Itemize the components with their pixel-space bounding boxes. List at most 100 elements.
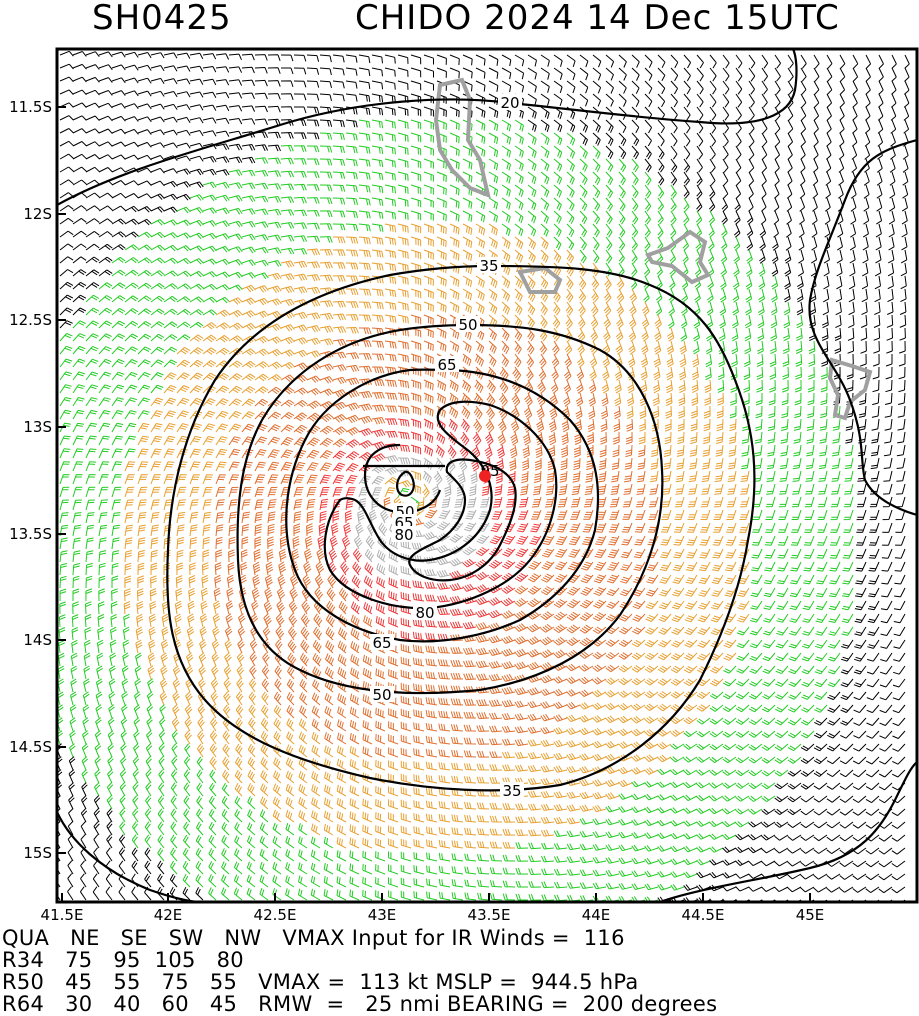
wind-barb bbox=[709, 132, 717, 147]
wind-barb bbox=[319, 236, 333, 243]
wind-barb bbox=[488, 275, 498, 289]
wind-barb bbox=[826, 93, 833, 108]
wind-barb bbox=[228, 66, 243, 73]
wind-barb bbox=[462, 236, 473, 248]
wind-barb bbox=[228, 156, 243, 164]
wind-barb bbox=[605, 132, 614, 146]
wind-barb bbox=[449, 249, 460, 261]
wind-barb bbox=[683, 80, 691, 95]
wind-barb bbox=[838, 145, 845, 160]
wind-barb bbox=[267, 221, 282, 229]
contour-label-65-top: 65 bbox=[437, 356, 456, 374]
wind-barb bbox=[72, 51, 87, 57]
wind-barb bbox=[824, 223, 831, 238]
wind-barb bbox=[267, 157, 282, 165]
wind-barb bbox=[746, 249, 753, 264]
wind-barb bbox=[644, 236, 651, 251]
wind-barb bbox=[644, 93, 653, 108]
wind-barb bbox=[241, 79, 255, 87]
wind-barb bbox=[85, 205, 100, 212]
wind-barb bbox=[254, 105, 268, 113]
wind-barb bbox=[281, 67, 294, 75]
wind-barb bbox=[631, 184, 639, 199]
wind-barb bbox=[150, 52, 165, 59]
wind-barb bbox=[540, 223, 549, 237]
wind-barb bbox=[488, 54, 499, 66]
wind-barb bbox=[786, 184, 793, 199]
wind-barb bbox=[215, 130, 230, 137]
wind-barb bbox=[631, 249, 638, 264]
wind-barb bbox=[254, 67, 268, 74]
wind-barb bbox=[475, 236, 486, 249]
wind-barb bbox=[773, 197, 780, 212]
wind-barb bbox=[124, 51, 139, 58]
wind-barb bbox=[124, 128, 139, 135]
wind-barb bbox=[826, 119, 832, 134]
wind-barb bbox=[384, 171, 396, 181]
wind-barb bbox=[449, 145, 460, 157]
wind-barb bbox=[384, 210, 396, 220]
wind-barb bbox=[644, 80, 653, 95]
wind-barb bbox=[228, 207, 243, 215]
wind-barb bbox=[332, 80, 345, 89]
wind-barb bbox=[514, 275, 523, 289]
wind-barb bbox=[733, 223, 741, 238]
lon-tick-label: 43E bbox=[368, 906, 397, 924]
wind-barb bbox=[267, 170, 282, 178]
wind-barb bbox=[732, 288, 740, 303]
wind-barb bbox=[319, 145, 333, 153]
wind-barb bbox=[644, 210, 652, 225]
wind-barb bbox=[733, 262, 740, 277]
wind-barb bbox=[865, 106, 871, 121]
wind-barb bbox=[345, 171, 358, 180]
wind-barb bbox=[863, 197, 870, 212]
wind-barb bbox=[735, 145, 742, 160]
wind-barb bbox=[410, 184, 422, 195]
wind-barb bbox=[176, 232, 191, 239]
wind-barb bbox=[824, 210, 831, 225]
wind-barb bbox=[488, 236, 498, 249]
wind-barb bbox=[254, 92, 268, 100]
wind-barb bbox=[707, 275, 714, 290]
wind-barb bbox=[631, 67, 640, 81]
wind-barb bbox=[254, 272, 269, 280]
wind-barb bbox=[254, 208, 269, 216]
wind-barb bbox=[888, 223, 895, 238]
wind-barb bbox=[874, 262, 882, 277]
wind-barb bbox=[59, 281, 74, 290]
wind-barb bbox=[215, 104, 230, 112]
wind-barb bbox=[852, 93, 858, 108]
wind-barb bbox=[423, 288, 434, 299]
wind-barb bbox=[371, 288, 384, 297]
wind-barb bbox=[748, 132, 755, 147]
wind-barb bbox=[566, 67, 576, 81]
wind-barb bbox=[202, 104, 217, 111]
wind-barb bbox=[759, 249, 766, 264]
wind-barb bbox=[98, 90, 113, 96]
contour-label-65-bottom: 65 bbox=[372, 634, 391, 652]
wind-barb bbox=[397, 236, 409, 246]
wind-barb bbox=[319, 184, 333, 192]
wind-barb bbox=[540, 158, 550, 172]
wind-barb bbox=[877, 106, 884, 121]
wind-barb bbox=[604, 288, 612, 303]
contour-label-80-inner: 80 bbox=[394, 526, 413, 544]
wind-barb bbox=[784, 262, 792, 277]
wind-barb bbox=[657, 145, 665, 160]
wind-barb bbox=[215, 169, 230, 176]
wind-barb bbox=[618, 132, 627, 147]
wind-barb bbox=[488, 119, 499, 132]
wind-barb bbox=[475, 223, 486, 236]
wind-barb bbox=[903, 119, 910, 134]
wind-barb bbox=[616, 288, 625, 303]
wind-barb bbox=[345, 223, 359, 231]
wind-barb bbox=[72, 230, 87, 238]
lon-tick-label: 45E bbox=[796, 906, 825, 924]
wind-barb bbox=[579, 145, 588, 159]
wind-barb bbox=[462, 145, 473, 157]
wind-barb bbox=[436, 119, 447, 130]
wind-barb bbox=[527, 119, 537, 132]
wind-barb bbox=[862, 249, 869, 264]
wind-barb bbox=[501, 210, 511, 223]
wind-barb bbox=[384, 197, 396, 207]
